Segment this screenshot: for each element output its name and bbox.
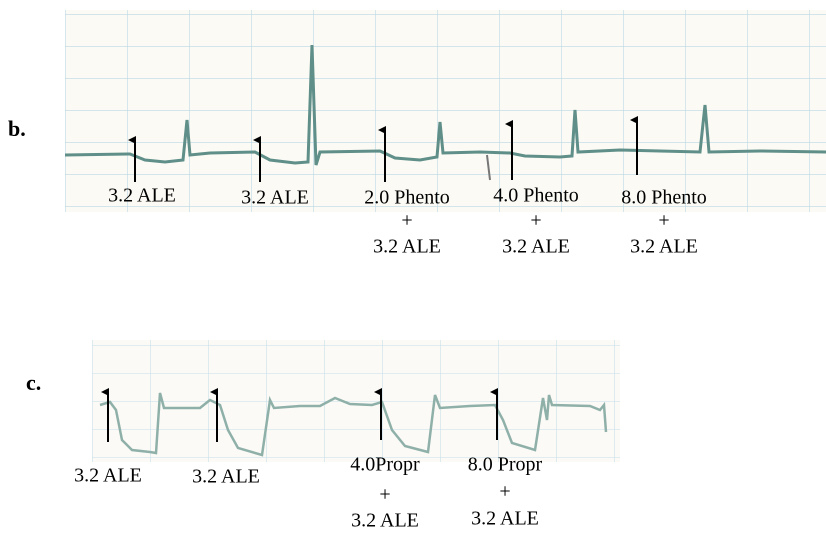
annotation: 3.2 ALE [630,236,698,258]
annotation: 8.0 Propr [468,454,543,476]
annotation: 3.2 ALE [471,508,539,530]
panel-label: b. [8,116,26,141]
annotation: 3.2 ALE [351,510,419,532]
annotation: 2.0 Phento [364,187,450,209]
annotation: 3.2 ALE [241,187,309,209]
annotation: + [379,484,390,506]
annotation: 3.2 ALE [373,236,441,258]
annotation: 3.2 ALE [74,465,142,487]
chart-paper [92,340,620,462]
annotation: + [530,210,541,232]
annotation: 3.2 ALE [192,466,260,488]
annotation: 4.0 Phento [493,185,579,207]
annotation: + [401,210,412,232]
chart-paper [65,10,826,212]
annotation: 8.0 Phento [621,187,707,209]
annotation: 3.2 ALE [502,236,570,258]
annotation: 4.0Propr [350,454,420,476]
annotation: + [658,210,669,232]
panel-label: c. [26,370,41,395]
figure: b. 3.2 ALE 3.2 ALE 2.0 Phento + 3.2 ALE … [0,0,826,533]
annotation: 3.2 ALE [108,185,176,207]
annotation: + [499,481,510,503]
